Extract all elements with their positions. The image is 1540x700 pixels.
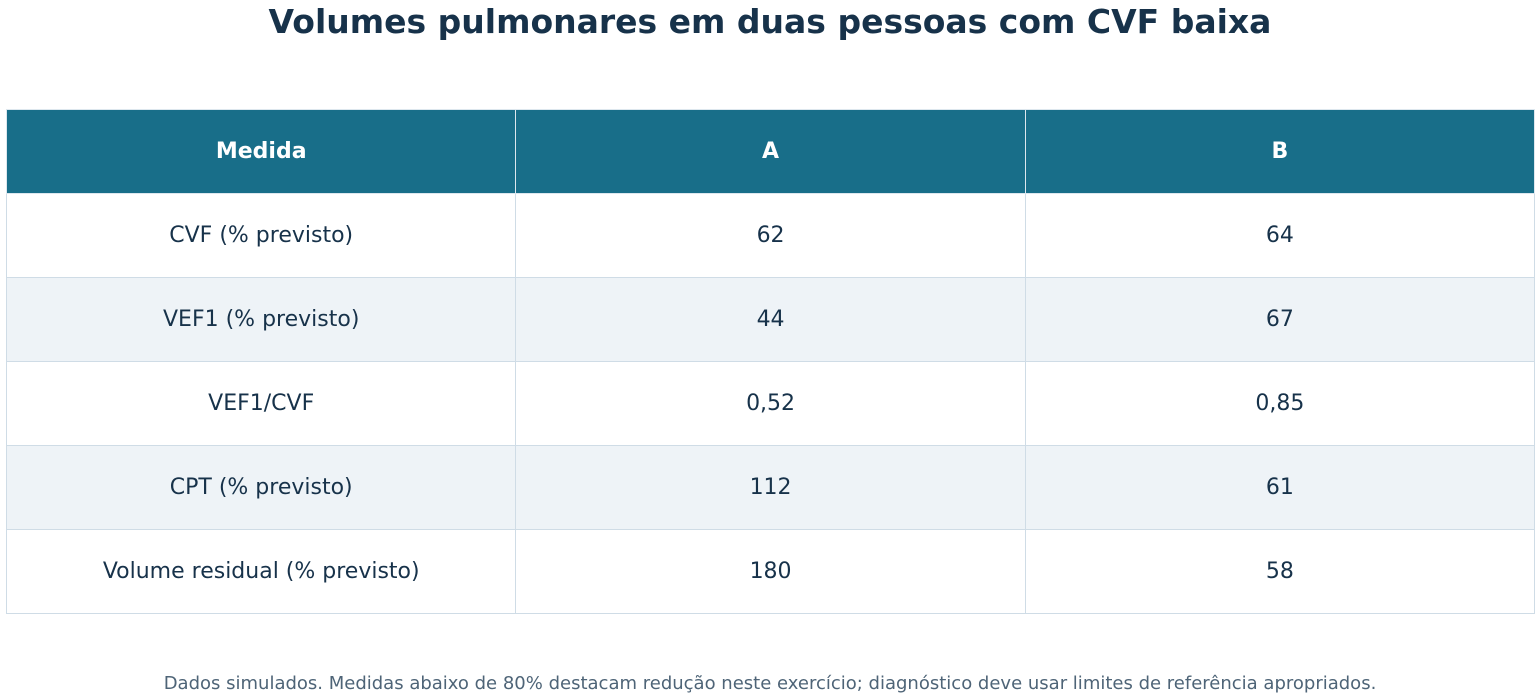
cell-b: 67 [1024, 277, 1536, 362]
table-header-row: Medida A B [5, 109, 1536, 194]
table-row: CVF (% previsto) 62 64 [5, 193, 1536, 278]
cell-b: 64 [1024, 193, 1536, 278]
cell-b: 58 [1024, 529, 1536, 614]
data-table: Medida A B CVF (% previsto) 62 64 VEF1 (… [5, 109, 1536, 614]
table-row: VEF1 (% previsto) 44 67 [5, 277, 1536, 362]
table-row: VEF1/CVF 0,52 0,85 [5, 361, 1536, 446]
cell-medida: CPT (% previsto) [5, 445, 517, 530]
cell-b: 0,85 [1024, 361, 1536, 446]
cell-a: 180 [515, 529, 1026, 614]
cell-medida: CVF (% previsto) [5, 193, 517, 278]
table-row: Volume residual (% previsto) 180 58 [5, 529, 1536, 614]
column-header-medida: Medida [5, 109, 517, 194]
column-header-b: B [1024, 109, 1536, 194]
cell-b: 61 [1024, 445, 1536, 530]
cell-medida: VEF1/CVF [5, 361, 517, 446]
column-header-a: A [515, 109, 1026, 194]
cell-medida: VEF1 (% previsto) [5, 277, 517, 362]
table-row: CPT (% previsto) 112 61 [5, 445, 1536, 530]
cell-a: 112 [515, 445, 1026, 530]
footnote: Dados simulados. Medidas abaixo de 80% d… [163, 673, 1377, 694]
cell-a: 0,52 [515, 361, 1026, 446]
cell-a: 44 [515, 277, 1026, 362]
cell-a: 62 [515, 193, 1026, 278]
chart-title: Volumes pulmonares em duas pessoas com C… [268, 2, 1272, 41]
cell-medida: Volume residual (% previsto) [5, 529, 517, 614]
